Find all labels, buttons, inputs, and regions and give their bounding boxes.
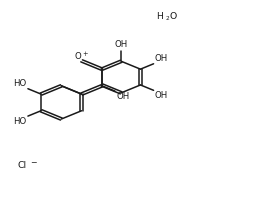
Text: OH: OH <box>155 54 168 63</box>
Text: Cl: Cl <box>17 161 26 169</box>
Text: HO: HO <box>13 117 27 126</box>
Text: OH: OH <box>115 40 128 49</box>
Text: O: O <box>75 52 81 61</box>
Text: 2: 2 <box>165 16 169 21</box>
Text: −: − <box>30 158 37 167</box>
Text: OH: OH <box>116 92 129 101</box>
Text: +: + <box>82 51 88 57</box>
Text: O: O <box>170 12 177 21</box>
Text: H: H <box>157 12 163 21</box>
Text: OH: OH <box>155 91 168 100</box>
Text: HO: HO <box>13 79 27 88</box>
